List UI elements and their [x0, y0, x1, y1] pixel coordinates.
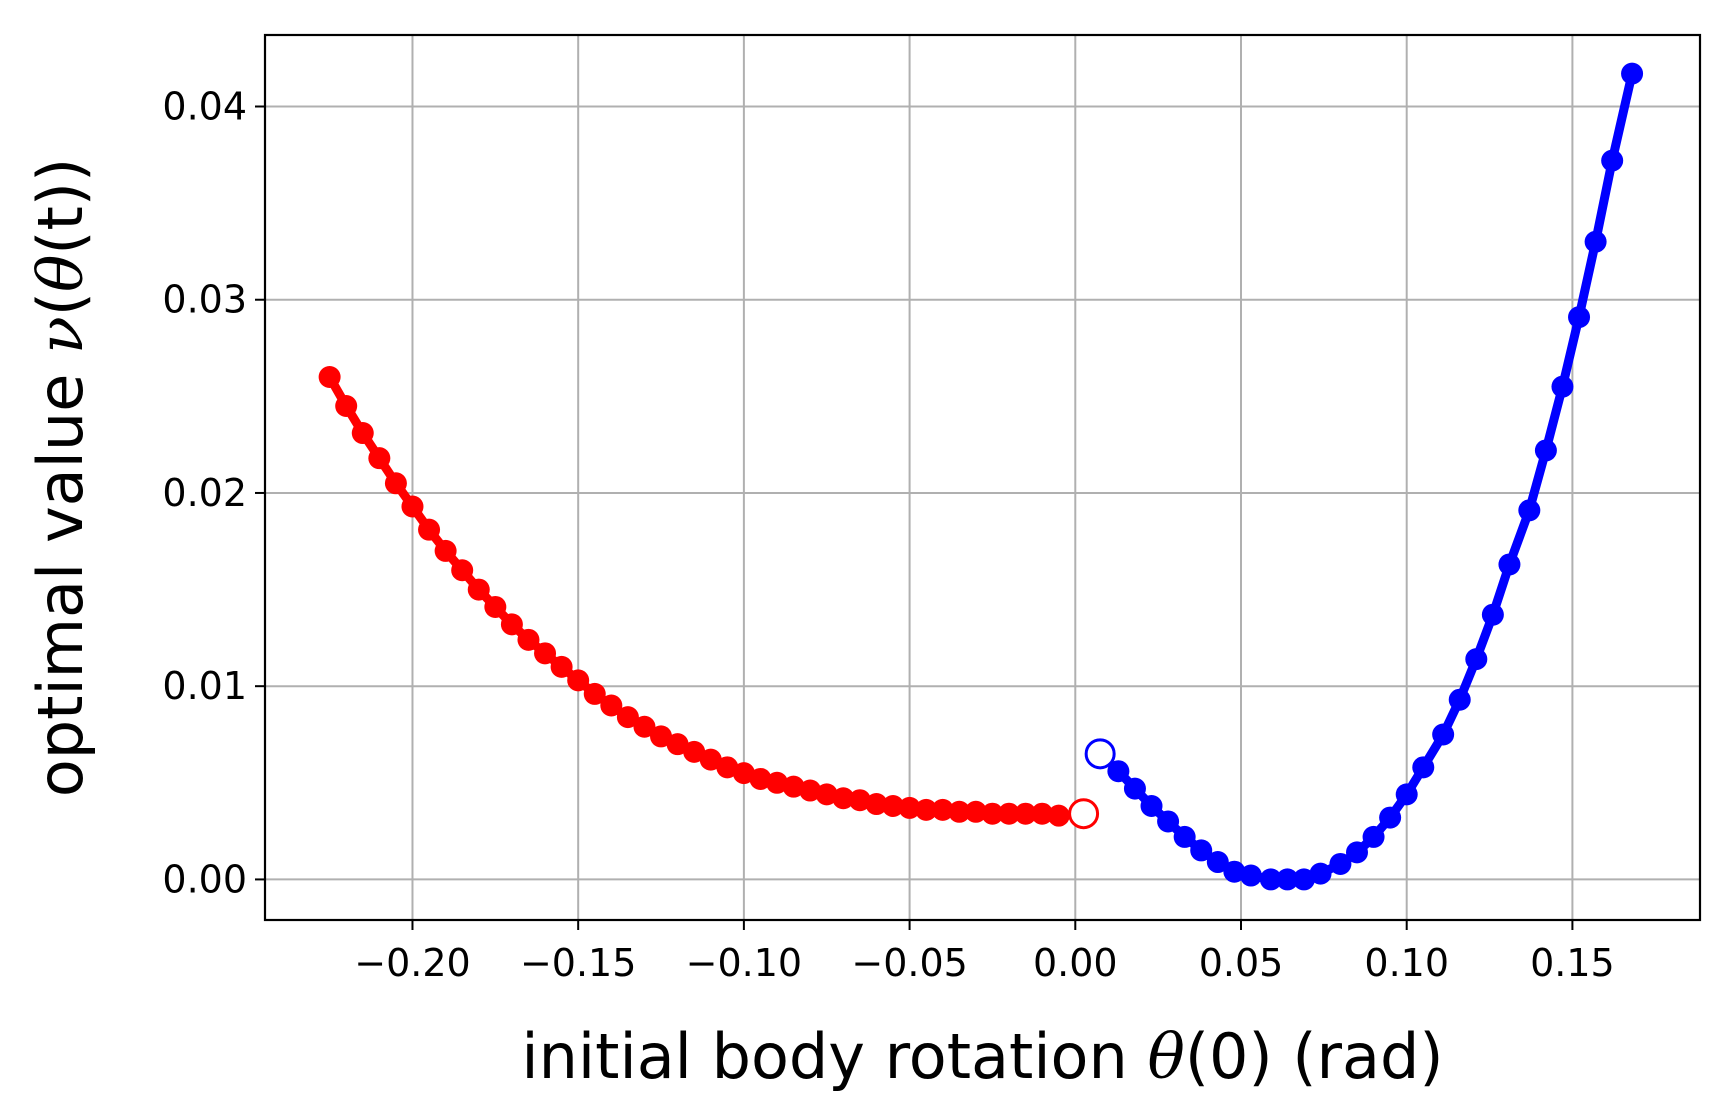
- series-2-point: [1379, 806, 1402, 829]
- series-2-point: [1465, 648, 1488, 671]
- series-1-point: [1014, 802, 1037, 825]
- series-1-point: [467, 578, 490, 601]
- series-2-point: [1362, 825, 1385, 848]
- series-2-point: [1140, 794, 1163, 817]
- series-1-point: [666, 733, 689, 756]
- series-1-point: [699, 748, 722, 771]
- series-1-point: [898, 796, 921, 819]
- series-2-point: [1448, 688, 1471, 711]
- series-2-point: [1157, 810, 1180, 833]
- series-1-point: [534, 642, 557, 665]
- series-1-point: [384, 472, 407, 495]
- series-1-point: [766, 771, 789, 794]
- series-2-point: [1432, 723, 1455, 746]
- series-2-point: [1190, 839, 1213, 862]
- x-tick-label: −0.05: [851, 941, 967, 985]
- series-1-point: [882, 794, 905, 817]
- series-2-point: [1259, 868, 1282, 891]
- x-axis-label: initial body rotation θ(0) (rad): [521, 1020, 1443, 1093]
- series-2-point: [1276, 868, 1299, 891]
- series-1-point: [998, 802, 1021, 825]
- series-1-point: [650, 725, 673, 748]
- series-1-point: [517, 628, 540, 651]
- series-1-point: [749, 767, 772, 790]
- series-2-point: [1206, 851, 1229, 874]
- series-1-point: [401, 495, 424, 518]
- series-1-point: [484, 595, 507, 618]
- series-1-point: [1031, 802, 1054, 825]
- series-1-point: [716, 756, 739, 779]
- series-1-point: [418, 518, 441, 541]
- series-1-point: [915, 798, 938, 821]
- series-2-point: [1309, 862, 1332, 885]
- series-1-point: [633, 715, 656, 738]
- series-2-point: [1329, 852, 1352, 875]
- series-1-point: [500, 613, 523, 636]
- series-2-point: [1534, 439, 1557, 462]
- series-2-point: [1123, 777, 1146, 800]
- series-2-point: [1173, 825, 1196, 848]
- series-1-point: [832, 787, 855, 810]
- series-1-point: [799, 779, 822, 802]
- series-2-point: [1239, 864, 1262, 887]
- series-1-point: [782, 775, 805, 798]
- series-2-point: [1345, 841, 1368, 864]
- series-1-point: [848, 789, 871, 812]
- series-1-point: [335, 395, 358, 418]
- x-tick-label: 0.00: [1033, 941, 1118, 985]
- series-1-point: [865, 793, 888, 816]
- series-1-point: [351, 422, 374, 445]
- y-tick-label: 0.03: [162, 278, 247, 322]
- data-series: [318, 62, 1644, 891]
- x-tick-label: 0.05: [1199, 941, 1284, 985]
- series-1-point: [981, 802, 1004, 825]
- series-2-point: [1518, 499, 1541, 522]
- x-tick-label: −0.20: [354, 941, 470, 985]
- series-1-point: [600, 694, 623, 717]
- x-tick-label: 0.15: [1530, 941, 1615, 985]
- series-1-point: [931, 798, 954, 821]
- series-2-line: [1113, 69, 1637, 884]
- series-1-point: [616, 706, 639, 729]
- series-1-point: [567, 669, 590, 692]
- series-2-point: [1412, 756, 1435, 779]
- series-1-point: [550, 655, 573, 678]
- series-1-point: [964, 800, 987, 823]
- x-tick-label: −0.15: [520, 941, 636, 985]
- series-2-point: [1107, 760, 1130, 783]
- x-tick-label: 0.10: [1364, 941, 1449, 985]
- series-1-point: [683, 740, 706, 763]
- series-1-point: [451, 559, 474, 582]
- series-1-point: [368, 447, 391, 470]
- x-tick-label: −0.10: [686, 941, 802, 985]
- y-axis-label: optimal value ν(θ(t)): [24, 158, 97, 797]
- series-1-point: [815, 783, 838, 806]
- series-2-point: [1481, 603, 1504, 626]
- y-tick-label: 0.02: [162, 471, 247, 515]
- series-1-point: [1047, 804, 1070, 827]
- grid: [265, 35, 1700, 920]
- plot-frame: [263, 33, 1702, 922]
- series-2-point: [1292, 868, 1315, 891]
- series-2-point: [1601, 149, 1624, 172]
- series-2-point: [1498, 553, 1521, 576]
- series-2-point: [1223, 860, 1246, 883]
- series-2-point: [1551, 375, 1574, 398]
- series-1-point: [583, 682, 606, 705]
- series-2-point: [1568, 306, 1591, 329]
- open-marker-point: [1068, 798, 1100, 830]
- series-2-point: [1395, 783, 1418, 806]
- axis-ticks: −0.20 −0.15 −0.10 −0.05 0.00 0.05 0.10 0.15 0.00…: [162, 84, 1614, 985]
- series-1-point: [434, 539, 457, 562]
- y-tick-label: 0.00: [162, 857, 247, 901]
- series-2-point: [1584, 230, 1607, 253]
- y-tick-label: 0.01: [162, 664, 247, 708]
- series-1-point: [318, 366, 341, 389]
- y-tick-label: 0.04: [162, 84, 247, 128]
- open-marker-point: [1084, 738, 1116, 770]
- series-1-point: [948, 800, 971, 823]
- series-1-point: [732, 762, 755, 785]
- series-2-point: [1621, 62, 1644, 85]
